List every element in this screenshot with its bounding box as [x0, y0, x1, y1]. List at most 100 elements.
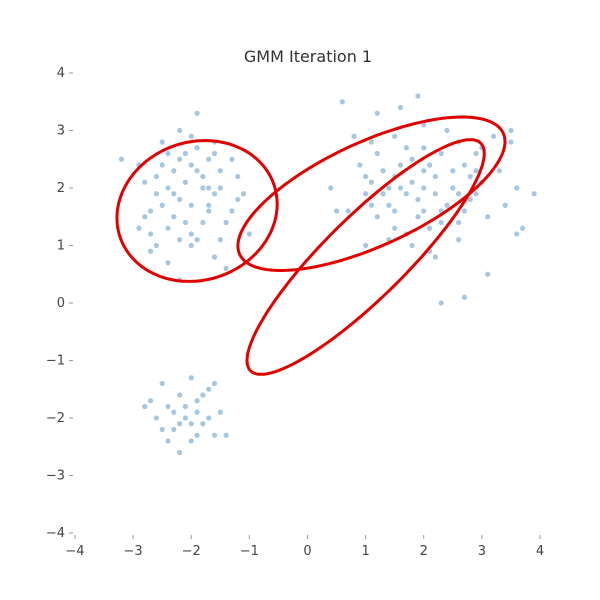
- scatter-point: [421, 185, 427, 191]
- scatter-point: [514, 185, 520, 191]
- scatter-point: [426, 225, 433, 231]
- scatter-point: [153, 242, 159, 249]
- scatter-point: [374, 150, 380, 157]
- scatter-point: [235, 196, 241, 203]
- scatter-point: [165, 260, 171, 266]
- scatter-point: [159, 380, 165, 387]
- scatter-point: [188, 242, 194, 249]
- scatter-point: [380, 168, 386, 174]
- scatter-point: [235, 173, 241, 180]
- scatter-point: [206, 415, 212, 421]
- x-tick-label: 1: [361, 544, 369, 559]
- scatter-point: [217, 237, 223, 243]
- scatter-point: [409, 242, 415, 249]
- scatter-point: [206, 156, 212, 162]
- scatter-point: [432, 173, 438, 180]
- scatter-point: [206, 202, 212, 208]
- scatter-point: [450, 185, 456, 191]
- y-tick-label: 0: [57, 296, 65, 311]
- chart-title: GMM Iteration 1: [244, 47, 372, 66]
- scatter-point: [217, 409, 223, 415]
- x-tick-label: −3: [124, 544, 143, 559]
- scatter-point: [380, 191, 386, 197]
- scatter-point: [159, 202, 165, 208]
- scatter-point: [490, 133, 497, 139]
- scatter-point: [432, 191, 438, 197]
- scatter-point: [519, 225, 526, 231]
- scatter-point: [118, 156, 125, 162]
- scatter-point: [473, 191, 479, 197]
- scatter-point: [171, 168, 177, 174]
- scatter-point: [421, 168, 427, 174]
- scatter-point: [194, 409, 200, 415]
- scatter-point: [461, 208, 468, 214]
- scatter-point: [461, 162, 468, 168]
- scatter-point: [397, 104, 404, 111]
- scatter-point: [345, 208, 351, 214]
- scatter-point: [351, 133, 357, 139]
- y-tick-label: −1: [46, 354, 65, 369]
- scatter-point: [177, 127, 183, 134]
- gaussian-ellipse: [245, 138, 486, 376]
- y-axis: −4 −3 −2 −1 0 1 2 3 4: [46, 66, 73, 541]
- scatter-point: [438, 300, 444, 306]
- x-tick-label: 3: [478, 544, 486, 559]
- scatter-point: [363, 242, 369, 249]
- scatter-point: [182, 150, 189, 157]
- scatter-point: [363, 173, 369, 180]
- scatter-point: [188, 133, 194, 139]
- scatter-point: [333, 208, 340, 214]
- scatter-point: [136, 225, 142, 231]
- scatter-point: [223, 265, 229, 272]
- scatter-point: [194, 237, 200, 243]
- scatter-point: [223, 432, 229, 438]
- scatter-point: [188, 162, 194, 168]
- scatter-point: [421, 122, 427, 128]
- gaussian-ellipse: [236, 115, 507, 272]
- gaussian-components: [115, 115, 507, 376]
- scatter-point: [386, 185, 392, 191]
- y-tick-label: 3: [57, 124, 65, 139]
- scatter-point: [182, 403, 189, 410]
- scatter-point: [200, 185, 206, 191]
- scatter-point: [374, 214, 380, 220]
- scatter-point: [508, 127, 514, 134]
- scatter-point: [363, 191, 369, 197]
- scatter-point: [467, 173, 473, 180]
- scatter-point: [514, 231, 520, 237]
- x-tick-label: −1: [240, 544, 259, 559]
- scatter-point: [229, 156, 235, 162]
- scatter-point: [392, 225, 398, 231]
- scatter-point: [392, 133, 398, 139]
- scatter-point: [165, 438, 171, 444]
- scatter-point: [182, 179, 189, 185]
- scatter-point: [147, 208, 154, 214]
- scatter-point: [211, 380, 218, 387]
- scatter-point: [159, 426, 165, 433]
- scatter-point: [177, 421, 183, 427]
- scatter-point: [159, 162, 165, 168]
- scatter-point: [177, 449, 183, 456]
- scatter-point: [165, 150, 171, 157]
- scatter-point: [444, 202, 450, 208]
- x-tick-label: −4: [65, 544, 84, 559]
- scatter-point: [415, 196, 421, 203]
- scatter-point: [194, 432, 200, 438]
- scatter-point: [200, 421, 206, 427]
- scatter-point: [182, 219, 189, 226]
- scatter-point: [229, 208, 235, 214]
- scatter-point: [147, 398, 154, 404]
- scatter-point: [194, 145, 200, 151]
- x-tick-label: 0: [303, 544, 311, 559]
- scatter-point: [223, 219, 229, 226]
- scatter-point: [421, 145, 427, 151]
- scatter-point: [194, 168, 200, 174]
- scatter-point: [415, 214, 421, 220]
- scatter-point: [206, 208, 212, 214]
- scatter-point: [456, 219, 462, 226]
- scatter-point: [403, 191, 409, 197]
- scatter-point: [153, 173, 159, 180]
- scatter-point: [142, 179, 148, 185]
- scatter-point: [153, 415, 159, 421]
